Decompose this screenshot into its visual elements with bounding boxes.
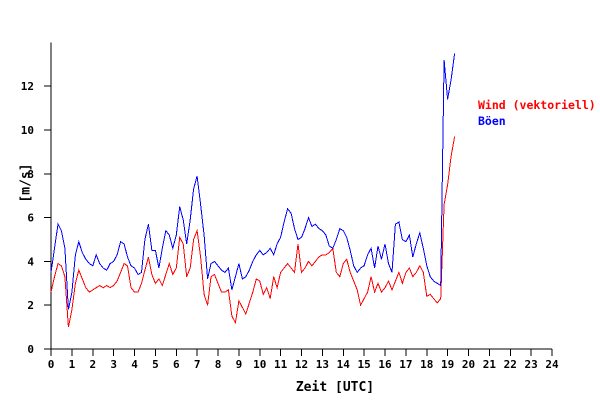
x-tick-label: 0: [48, 358, 55, 371]
x-tick-label: 22: [504, 358, 517, 371]
x-tick-label: 9: [236, 358, 243, 371]
x-tick-label: 7: [194, 358, 201, 371]
y-tick-label: 0: [27, 343, 34, 356]
x-tick-label: 10: [253, 358, 266, 371]
x-tick-label: 11: [274, 358, 288, 371]
y-tick-label: 8: [27, 168, 34, 181]
y-tick-label: 10: [21, 124, 34, 137]
x-tick-label: 3: [110, 358, 117, 371]
x-tick-label: 6: [173, 358, 180, 371]
y-tick-label: 4: [27, 255, 34, 268]
legend-entry-boeen: Böen: [478, 114, 506, 128]
y-tick-label: 12: [21, 80, 34, 93]
x-tick-label: 13: [316, 358, 329, 371]
x-tick-label: 21: [483, 358, 497, 371]
x-tick-label: 12: [295, 358, 308, 371]
x-tick-label: 17: [399, 358, 412, 371]
x-tick-label: 8: [215, 358, 222, 371]
x-tick-label: 15: [358, 358, 371, 371]
x-tick-label: 4: [131, 358, 138, 371]
x-tick-label: 24: [545, 358, 559, 371]
x-tick-label: 1: [69, 358, 76, 371]
x-axis-label: Zeit [UTC]: [295, 380, 375, 395]
x-tick-label: 19: [441, 358, 454, 371]
y-tick-label: 2: [27, 299, 34, 312]
x-tick-label: 20: [462, 358, 475, 371]
series-line-wind-vektoriell: [50, 136, 456, 328]
x-tick-label: 23: [525, 358, 538, 371]
x-tick-label: 18: [420, 358, 433, 371]
x-tick-label: 2: [89, 358, 96, 371]
series-line-boeen: [50, 53, 456, 310]
x-tick-label: 16: [378, 358, 392, 371]
y-axis-label: [m/s]: [18, 163, 34, 203]
y-tick-label: 6: [27, 212, 34, 225]
x-tick-label: 14: [337, 358, 351, 371]
legend-entry-wind-vektoriell: Wind (vektoriell): [478, 98, 596, 112]
x-tick-label: 5: [152, 358, 159, 371]
